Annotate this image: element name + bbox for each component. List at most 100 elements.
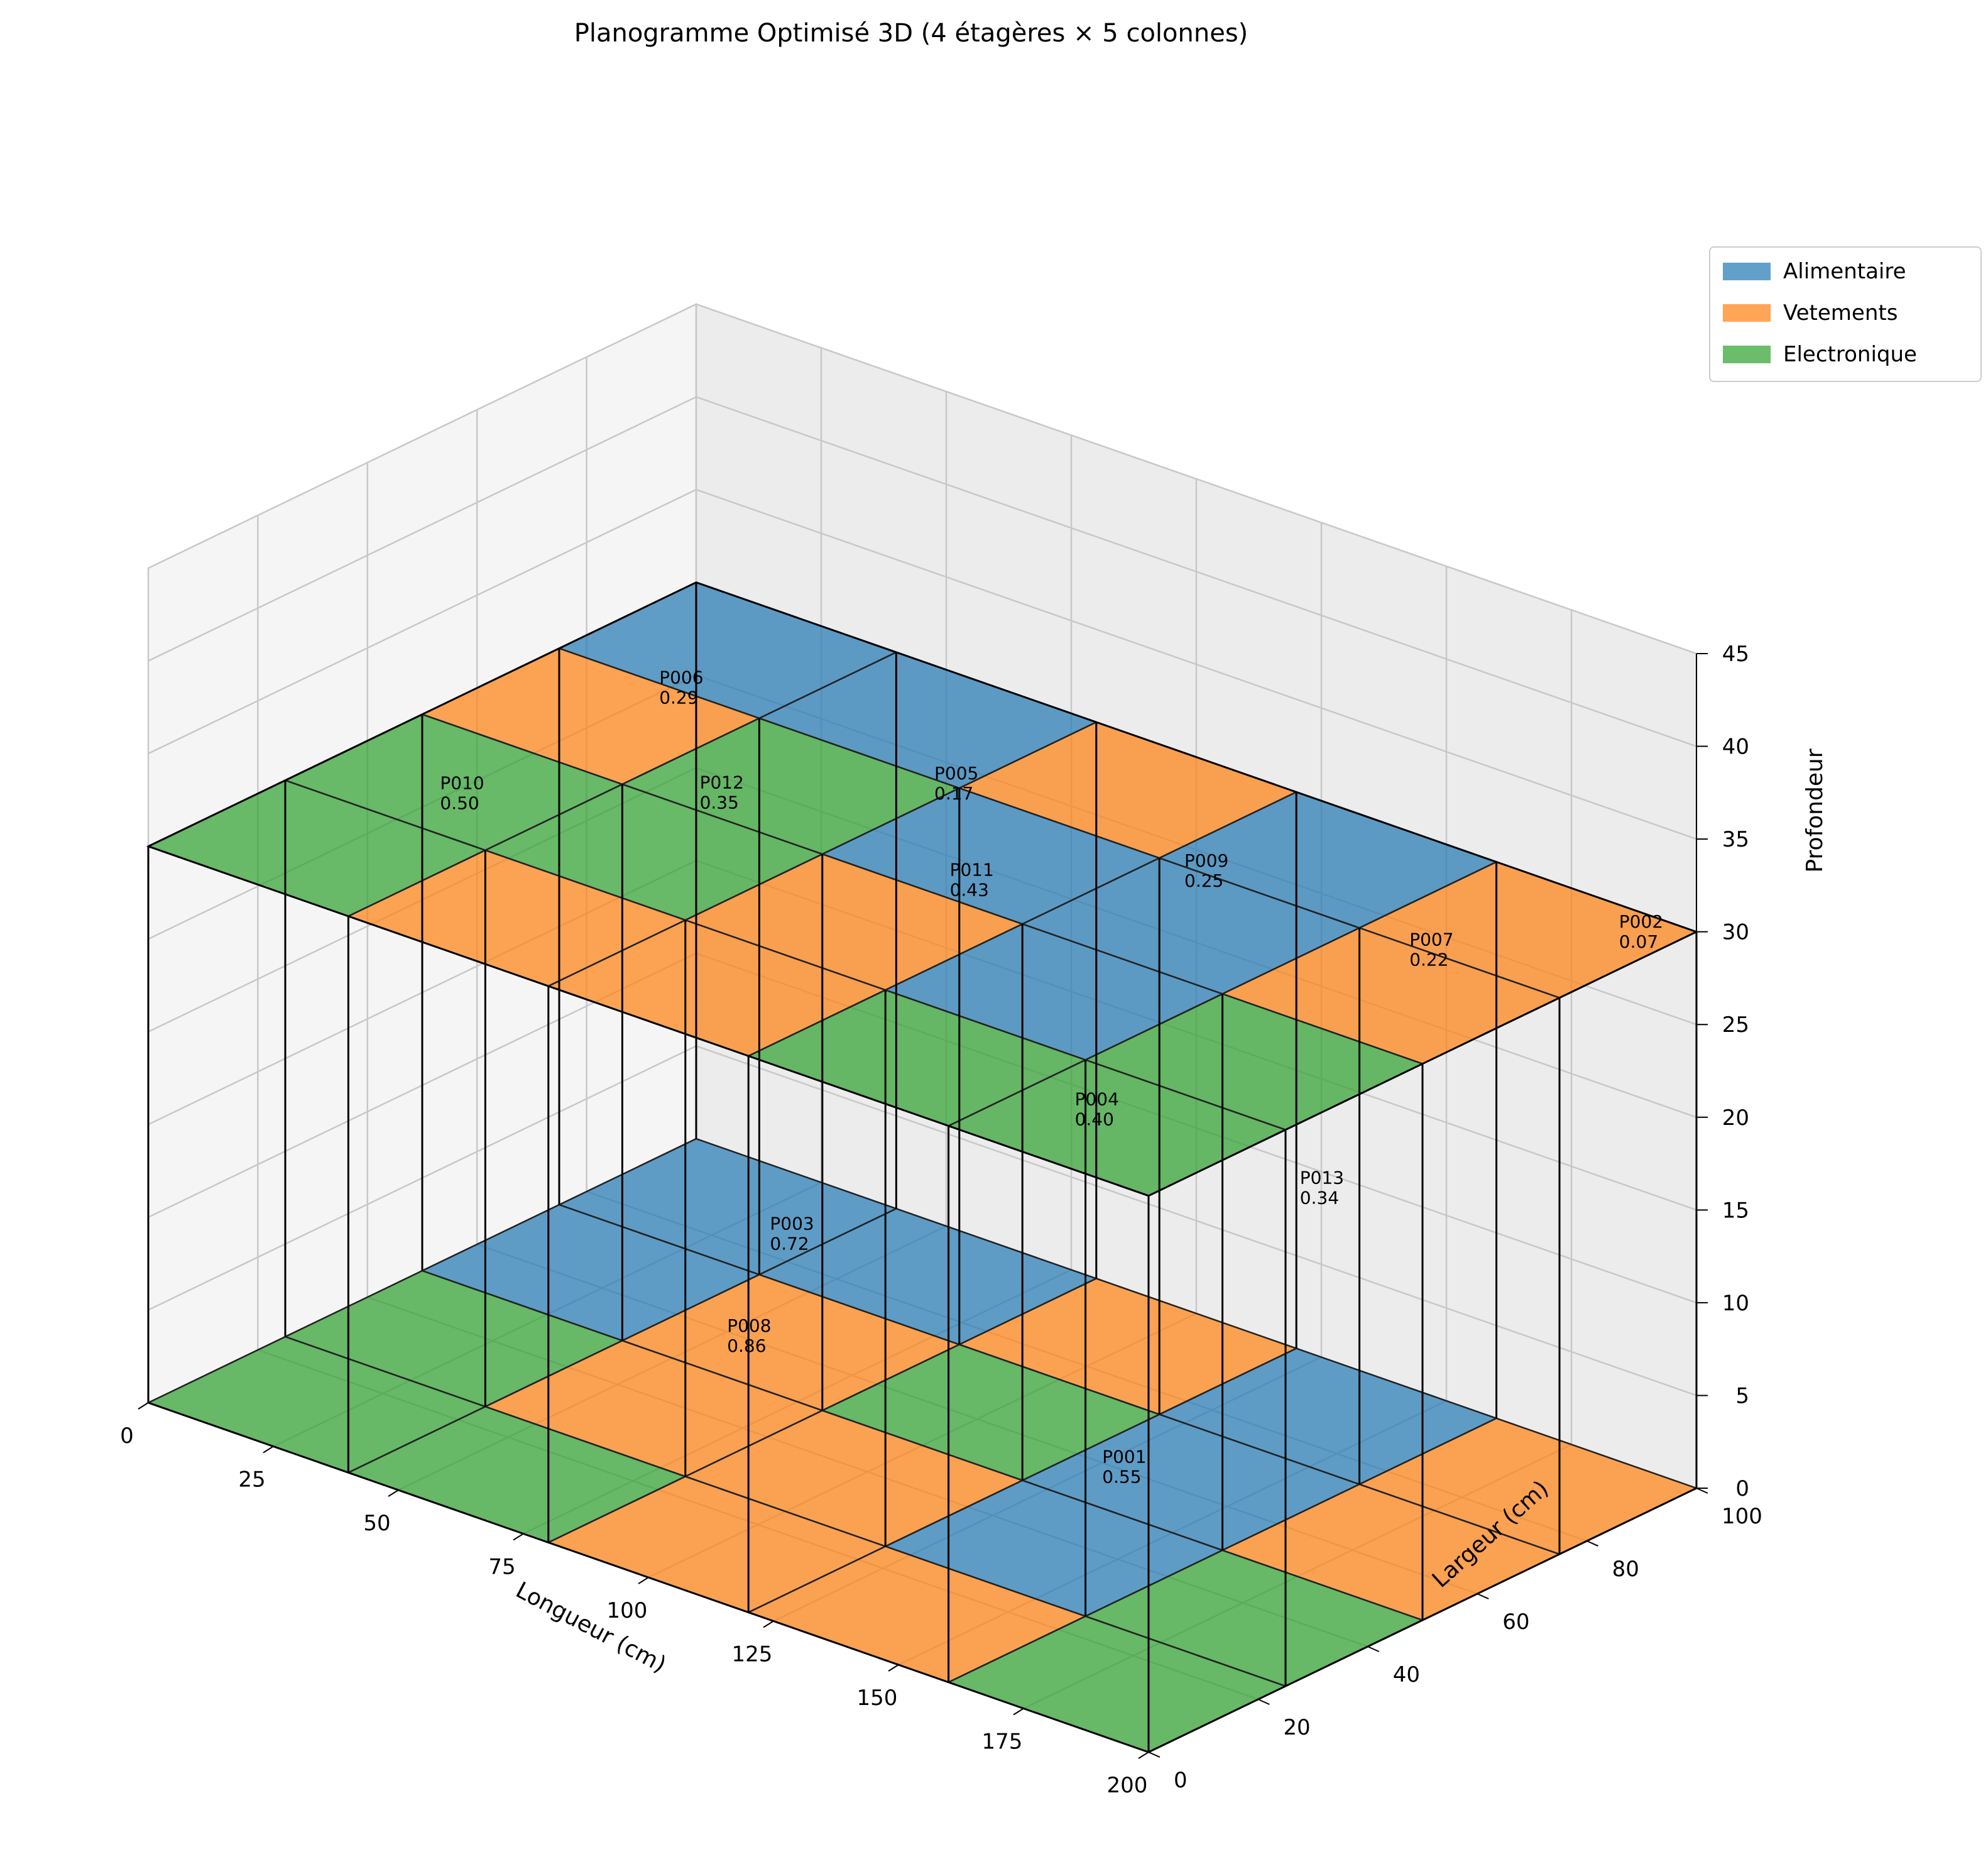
product-value: 0.35 <box>700 792 739 813</box>
x-tick-label: 175 <box>982 1730 1023 1755</box>
legend-swatch-electronique <box>1723 346 1771 363</box>
product-value: 0.55 <box>1102 1467 1141 1488</box>
product-id: P005 <box>934 763 978 784</box>
x-tick-label: 200 <box>1107 1773 1148 1798</box>
y-tick-mark <box>1477 1593 1489 1599</box>
x-tick-label: 50 <box>363 1511 390 1536</box>
z-tick-label: 45 <box>1722 642 1749 667</box>
product-value: 0.72 <box>770 1233 809 1254</box>
x-axis-line <box>148 1402 1149 1753</box>
product-label: P003 0.72 <box>770 1213 814 1254</box>
product-id: P007 <box>1409 929 1453 950</box>
x-tick-label: 25 <box>238 1467 265 1493</box>
product-label: P008 0.86 <box>727 1315 771 1356</box>
product-labels: P006 0.29 P005 0.17 P009 0.25 P007 0.22 P002 0.07… <box>440 667 1663 1487</box>
x-tick-label: 75 <box>488 1555 515 1580</box>
x-axis-label: Longueur (cm) <box>511 1577 670 1678</box>
product-id: P013 <box>1300 1167 1344 1188</box>
z-tick-label: 5 <box>1735 1383 1749 1408</box>
z-tick-label: 35 <box>1722 827 1749 852</box>
x-tick-mark <box>763 1620 774 1628</box>
y-tick-label: 20 <box>1283 1715 1310 1740</box>
product-label: P010 0.50 <box>440 772 484 813</box>
z-tick-label: 10 <box>1722 1291 1749 1316</box>
y-tick-label: 100 <box>1722 1504 1762 1529</box>
shelf-cells <box>146 581 1699 1753</box>
legend-swatch-vetements <box>1723 304 1771 322</box>
product-id: P011 <box>950 860 994 880</box>
legend-label-vetements: Vetements <box>1783 300 1898 326</box>
x-tick-label: 150 <box>857 1686 898 1711</box>
product-value: 0.22 <box>1409 949 1448 970</box>
product-label: P001 0.55 <box>1102 1447 1146 1488</box>
y-tick-label: 60 <box>1502 1609 1529 1635</box>
product-id: P003 <box>770 1213 814 1234</box>
product-id: P008 <box>727 1315 771 1336</box>
grid-line-z <box>148 488 1697 840</box>
product-value: 0.25 <box>1184 870 1223 891</box>
y-tick-mark <box>1696 1488 1708 1494</box>
z-tick-label: 25 <box>1722 1012 1749 1038</box>
product-value: 0.50 <box>440 792 479 813</box>
y-tick-label: 0 <box>1174 1768 1188 1793</box>
product-value: 0.07 <box>1619 931 1658 952</box>
product-id: P001 <box>1102 1447 1146 1467</box>
product-id: P002 <box>1619 911 1663 932</box>
y-tick-label: 40 <box>1393 1662 1420 1687</box>
z-tick-label: 15 <box>1722 1198 1749 1223</box>
y-tick-mark <box>1367 1646 1380 1652</box>
product-value: 0.29 <box>659 687 698 708</box>
z-tick-label: 0 <box>1735 1476 1749 1501</box>
z-tick-label: 30 <box>1722 920 1749 945</box>
product-label: P013 0.34 <box>1300 1167 1344 1208</box>
product-id: P012 <box>700 772 744 793</box>
y-tick-mark <box>1587 1540 1599 1547</box>
legend-label-electronique: Electronique <box>1783 342 1917 367</box>
product-value: 0.43 <box>950 880 989 901</box>
chart-title: Planogramme Optimisé 3D (4 étagères × 5 … <box>574 19 1248 48</box>
product-value: 0.34 <box>1300 1187 1339 1208</box>
x-tick-mark <box>888 1664 899 1672</box>
y-axis-line <box>1148 1488 1697 1753</box>
x-tick-mark <box>638 1577 649 1584</box>
x-tick-label: 125 <box>732 1642 773 1667</box>
product-label: P005 0.17 <box>934 763 978 804</box>
x-tick-mark <box>138 1402 149 1410</box>
legend: Alimentaire Vetements Electronique <box>1709 246 1982 382</box>
product-id: P004 <box>1075 1088 1119 1109</box>
tick-labels: 0 25 50 75 100 125 150 175 200 0 20 40 60 80 100 0 5 10 15… <box>120 642 1762 1798</box>
product-id: P010 <box>440 772 484 793</box>
product-label: P009 0.25 <box>1184 850 1228 891</box>
x-tick-mark <box>263 1445 274 1454</box>
x-tick-mark <box>388 1489 399 1497</box>
x-tick-mark <box>1013 1708 1024 1716</box>
grid-line-z <box>148 396 1697 747</box>
grid-line-z <box>148 303 1697 655</box>
y-tick-mark <box>1148 1752 1161 1758</box>
product-label: P011 0.43 <box>950 860 994 901</box>
legend-item-vetements: Vetements <box>1723 297 1898 329</box>
product-value: 0.86 <box>727 1335 766 1356</box>
y-tick-label: 80 <box>1612 1557 1639 1582</box>
x-tick-mark <box>1138 1752 1149 1759</box>
product-label: P007 0.22 <box>1409 929 1453 970</box>
product-value: 0.17 <box>934 783 973 804</box>
product-id: P006 <box>659 667 703 688</box>
product-label: P002 0.07 <box>1619 911 1663 952</box>
x-tick-label: 100 <box>607 1598 648 1623</box>
z-axis-label: Profondeur <box>1802 748 1828 872</box>
product-label: P004 0.40 <box>1075 1088 1119 1129</box>
x-tick-label: 0 <box>120 1423 134 1449</box>
z-tick-label: 40 <box>1722 735 1749 760</box>
product-label: P012 0.35 <box>700 772 744 813</box>
y-tick-mark <box>1257 1699 1270 1705</box>
legend-label-alimentaire: Alimentaire <box>1783 259 1906 284</box>
x-tick-mark <box>513 1533 524 1541</box>
legend-item-electronique: Electronique <box>1723 338 1917 371</box>
product-value: 0.40 <box>1075 1109 1114 1129</box>
legend-item-alimentaire: Alimentaire <box>1723 255 1906 288</box>
z-tick-label: 20 <box>1722 1105 1749 1131</box>
product-id: P009 <box>1184 850 1228 871</box>
legend-swatch-alimentaire <box>1723 263 1771 280</box>
